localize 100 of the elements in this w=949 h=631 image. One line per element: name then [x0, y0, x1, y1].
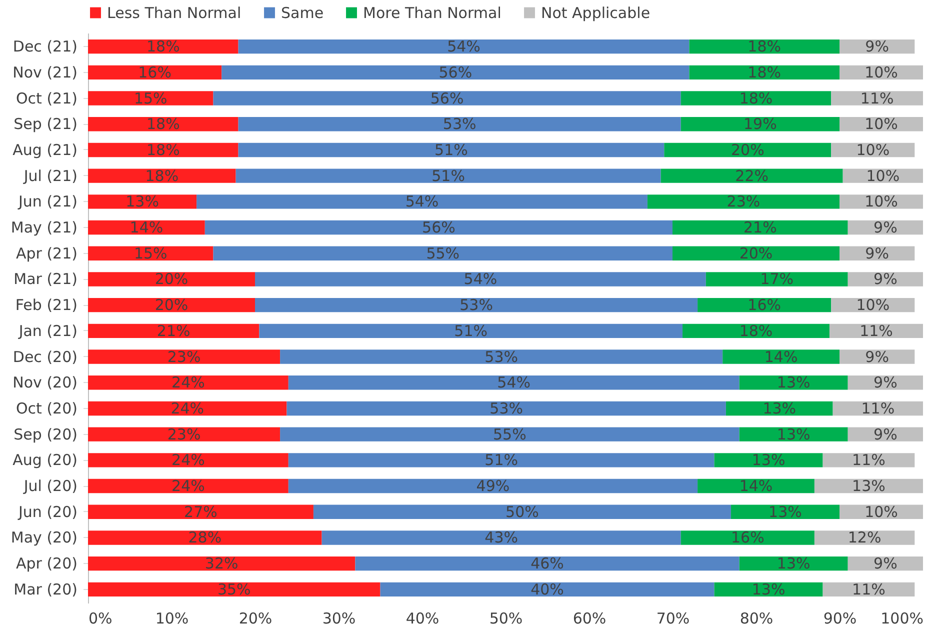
- y-tick-label: Aug (20): [12, 451, 78, 470]
- legend-label: More Than Normal: [363, 4, 502, 22]
- bar: [664, 142, 832, 158]
- data-label: 50%: [506, 502, 539, 521]
- data-label: 10%: [864, 63, 898, 82]
- bar: [238, 39, 690, 54]
- bar: [682, 324, 830, 338]
- y-tick-label: Dec (21): [12, 38, 78, 56]
- bar: [88, 91, 214, 106]
- data-label: 27%: [184, 502, 218, 521]
- bar: [322, 530, 681, 545]
- bar: [848, 272, 923, 286]
- x-tick-label: 0%: [88, 610, 112, 628]
- bar: [88, 117, 238, 132]
- y-tick-label: Jun (20): [18, 502, 78, 521]
- data-label: 10%: [856, 296, 890, 314]
- bar: [213, 91, 681, 106]
- data-label: 46%: [530, 554, 564, 573]
- data-label: 13%: [776, 554, 810, 573]
- data-label: 20%: [154, 270, 188, 288]
- bar: [722, 350, 840, 364]
- y-tick-label: Nov (20): [12, 374, 78, 392]
- bar: [238, 142, 664, 158]
- bar: [698, 298, 832, 312]
- bar: [822, 453, 915, 468]
- data-label: 18%: [146, 38, 180, 56]
- y-tick-label: Aug (21): [12, 140, 78, 159]
- data-label: 24%: [170, 399, 204, 418]
- x-tick-label: 90%: [823, 610, 857, 628]
- legend-label: Less Than Normal: [107, 4, 242, 22]
- data-label: 24%: [172, 477, 205, 496]
- data-label: 11%: [860, 322, 893, 340]
- data-label: 21%: [744, 218, 777, 237]
- bar: [88, 298, 255, 312]
- data-label: 11%: [852, 451, 886, 470]
- y-tick-label: Feb (21): [15, 296, 78, 314]
- bar: [238, 117, 681, 132]
- data-label: 54%: [447, 38, 480, 56]
- bar: [680, 117, 840, 132]
- data-label: 32%: [204, 554, 238, 573]
- data-label: 10%: [856, 140, 890, 159]
- data-label: 24%: [172, 451, 205, 470]
- data-label: 11%: [860, 89, 894, 108]
- y-tick-label: Mar (20): [14, 580, 78, 598]
- y-tick-label: Apr (21): [16, 244, 78, 262]
- data-label: 56%: [422, 218, 456, 237]
- bar: [88, 530, 322, 545]
- data-label: 51%: [454, 322, 488, 340]
- data-label: 9%: [874, 218, 898, 237]
- x-tick-label: 30%: [322, 610, 356, 628]
- bar: [355, 556, 740, 571]
- y-tick-label: Jan (21): [18, 322, 78, 340]
- y-tick-label: Jun (21): [18, 192, 78, 211]
- data-label: 12%: [848, 528, 882, 547]
- data-label: 53%: [490, 399, 524, 418]
- data-label: 56%: [438, 63, 472, 82]
- bar: [88, 504, 314, 519]
- bar: [88, 142, 238, 158]
- data-label: 16%: [138, 63, 172, 82]
- data-label: 55%: [426, 244, 460, 262]
- bar: [88, 246, 214, 260]
- y-tick-label: Dec (20): [12, 348, 78, 366]
- data-label: 53%: [484, 348, 518, 366]
- data-label: 9%: [865, 244, 889, 262]
- data-label: 15%: [134, 244, 168, 262]
- bar: [672, 246, 840, 260]
- y-tick-label: Oct (20): [16, 399, 78, 418]
- data-label: 13%: [762, 399, 796, 418]
- data-label: 13%: [776, 374, 810, 392]
- data-label: 9%: [865, 348, 889, 366]
- bar: [689, 65, 840, 80]
- data-label: 17%: [760, 270, 794, 288]
- data-label: 18%: [146, 140, 180, 159]
- data-label: 14%: [130, 218, 164, 237]
- data-label: 18%: [146, 115, 180, 134]
- data-label: 56%: [430, 89, 464, 108]
- bar: [280, 350, 723, 364]
- bar: [286, 401, 726, 416]
- data-label: 16%: [730, 528, 764, 547]
- data-label: 18%: [739, 89, 773, 108]
- y-tick-label: Jul (20): [22, 477, 78, 496]
- data-label: 54%: [464, 270, 498, 288]
- bar: [88, 582, 380, 597]
- bar: [380, 582, 714, 597]
- bar: [680, 91, 832, 106]
- bar: [213, 246, 672, 260]
- bar: [288, 478, 698, 494]
- bar: [88, 272, 255, 286]
- bar: [288, 376, 740, 390]
- data-label: 13%: [752, 580, 786, 598]
- bar: [288, 453, 714, 468]
- x-tick-label: 60%: [572, 610, 606, 628]
- data-label: 51%: [432, 166, 465, 185]
- data-label: 15%: [134, 89, 168, 108]
- bar: [831, 91, 923, 106]
- y-tick-label: Sep (21): [14, 115, 78, 134]
- bar: [204, 220, 672, 235]
- data-label: 13%: [768, 502, 802, 521]
- x-tick-label: 100%: [880, 610, 924, 628]
- bar: [814, 530, 915, 545]
